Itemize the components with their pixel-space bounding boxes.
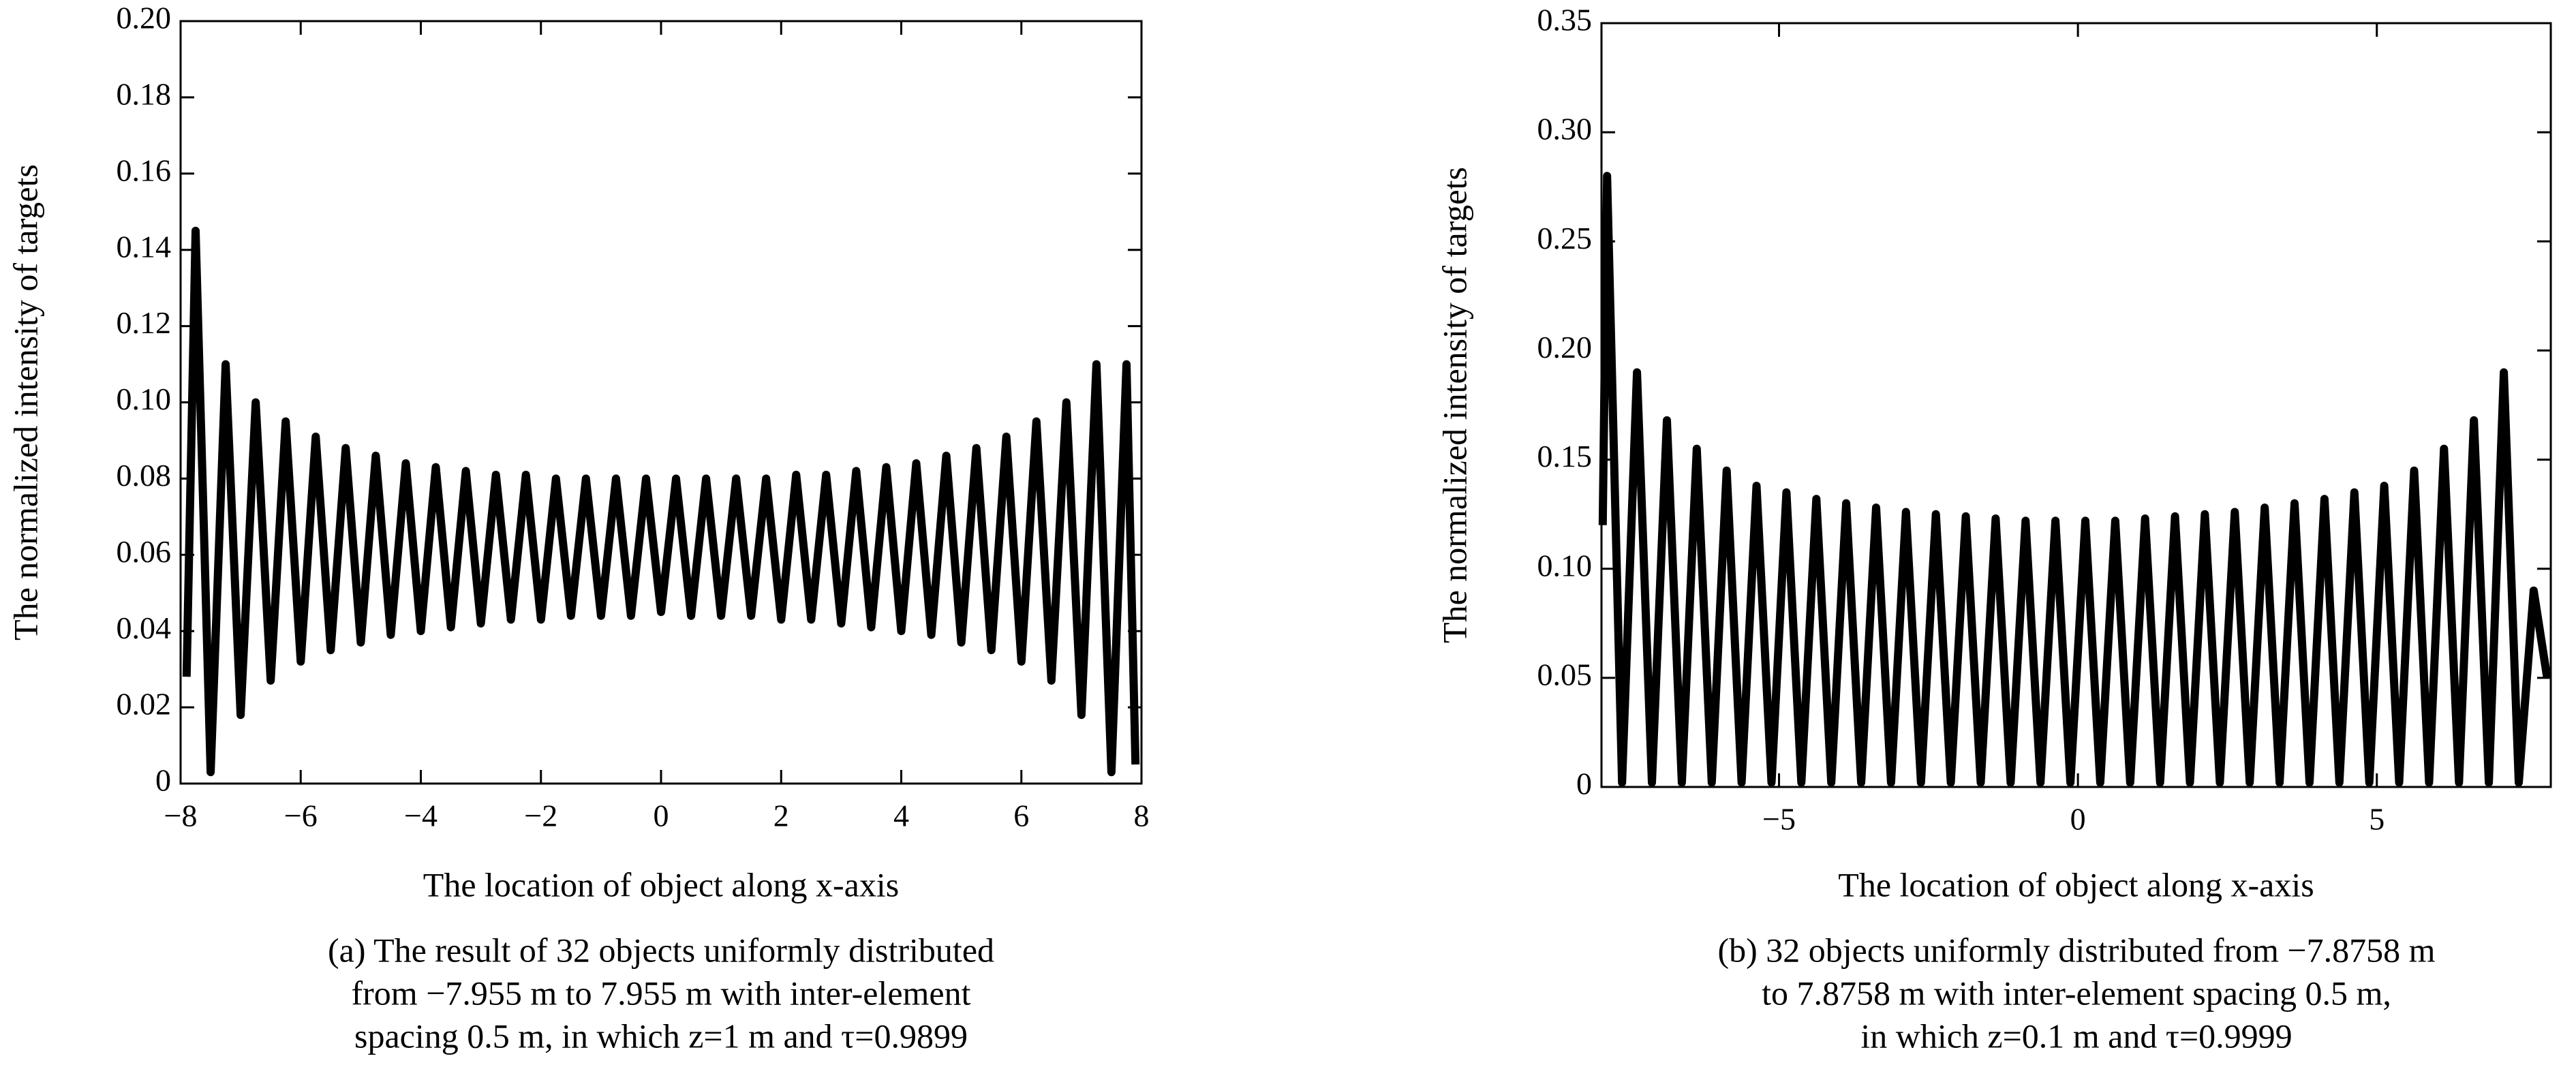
y-axis-label: The normalized intensity of targets (6, 164, 44, 640)
y-tick-label: 0.04 (117, 610, 172, 645)
y-axis-label: The normalized intensity of targets (1435, 167, 1473, 643)
x-tick-label: −6 (284, 799, 318, 833)
x-tick-label: −5 (1762, 802, 1796, 837)
y-tick-label: 0.20 (1537, 330, 1593, 365)
data-line (182, 226, 1140, 777)
caption-line: (a) The result of 32 objects uniformly d… (328, 931, 994, 969)
caption-line: (b) 32 objects uniformly distributed fro… (1717, 931, 2435, 969)
y-tick-label: 0 (155, 763, 171, 798)
x-tick-label: −8 (164, 799, 198, 833)
caption-line: to 7.8758 m with inter-element spacing 0… (1762, 974, 2391, 1012)
caption-line: from −7.955 m to 7.955 m with inter-elem… (352, 974, 971, 1012)
y-tick-label: 0.35 (1537, 3, 1593, 37)
x-tick-label: 5 (2369, 802, 2385, 837)
y-tick-label: 0.20 (117, 1, 172, 35)
x-tick-label: 0 (654, 799, 669, 833)
y-tick-label: 0.30 (1537, 112, 1593, 146)
x-tick-label: 2 (773, 799, 789, 833)
y-tick-label: 0.16 (117, 153, 172, 187)
y-tick-label: 0.14 (117, 229, 172, 264)
y-tick-label: 0.25 (1537, 221, 1593, 256)
x-tick-label: 6 (1013, 799, 1029, 833)
x-tick-label: 0 (2070, 802, 2086, 837)
y-tick-label: 0.06 (117, 534, 172, 569)
y-tick-label: 0 (1576, 767, 1592, 801)
data-line (1598, 172, 2551, 787)
y-tick-label: 0.12 (117, 305, 172, 340)
x-axis-label: The location of object along x-axis (423, 865, 899, 903)
y-tick-label: 0.15 (1537, 439, 1593, 474)
x-tick-label: 4 (893, 799, 909, 833)
y-tick-label: 0.18 (117, 76, 172, 111)
plot-frame (179, 20, 1143, 785)
x-tick-label: 8 (1134, 799, 1150, 833)
caption-line: spacing 0.5 m, in which z=1 m and τ=0.98… (354, 1017, 968, 1055)
y-tick-label: 0.10 (1537, 548, 1593, 583)
y-tick-label: 0.10 (117, 382, 172, 416)
x-tick-label: −4 (404, 799, 438, 833)
x-tick-label: −2 (524, 799, 557, 833)
x-axis-label: The location of object along x-axis (1838, 865, 2314, 903)
y-tick-label: 0.05 (1537, 657, 1593, 692)
y-tick-label: 0.02 (117, 687, 172, 722)
plot-frame (1600, 22, 2552, 788)
caption-line: in which z=0.1 m and τ=0.9999 (1860, 1017, 2292, 1055)
y-tick-label: 0.08 (117, 458, 172, 493)
